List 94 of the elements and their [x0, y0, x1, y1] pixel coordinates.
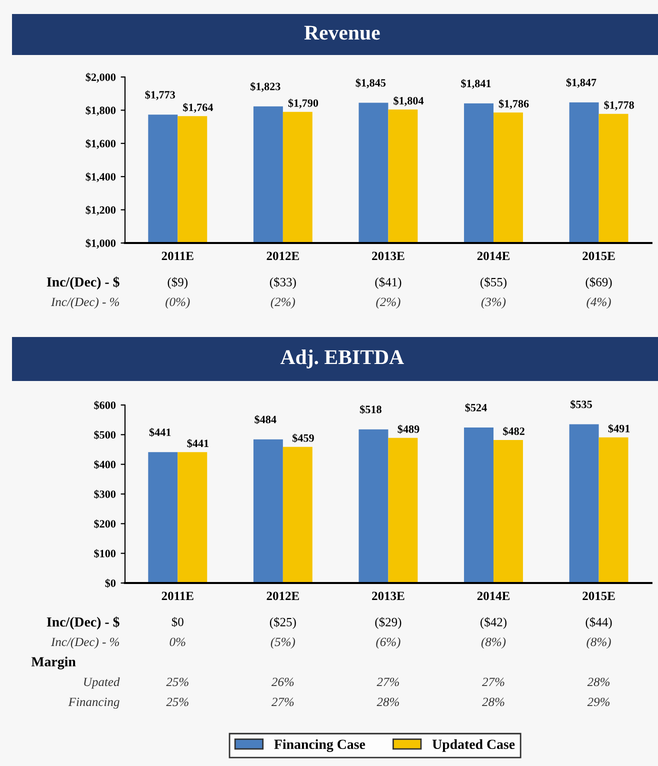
text: Inc/(Dec) - % — [50, 297, 120, 309]
bar — [598, 437, 628, 583]
text: (0%) — [166, 297, 190, 309]
text: Margin — [31, 656, 76, 670]
text: 25% — [166, 678, 188, 686]
data-label: $482 — [503, 426, 524, 436]
chart-title: Revenue — [304, 26, 380, 40]
data-label: $1,790 — [288, 98, 318, 108]
text: (2%) — [376, 297, 400, 309]
text: 27% — [271, 698, 294, 706]
text: 29% — [587, 698, 610, 706]
data-label: $518 — [360, 405, 382, 414]
data-label: $459 — [292, 434, 314, 443]
bar — [493, 440, 523, 583]
data-label: $491 — [608, 424, 630, 434]
text: 28% — [376, 698, 399, 706]
y-tick-label: $100 — [94, 549, 116, 558]
data-label: $1,847 — [566, 78, 596, 88]
text: ($25) — [270, 617, 296, 629]
x-tick-label: 2013E — [372, 252, 404, 260]
text: 27% — [376, 678, 399, 686]
y-tick-label: $2,000 — [86, 72, 116, 83]
text: 25% — [166, 698, 188, 706]
text: ($69) — [586, 277, 612, 289]
x-tick-label: 2014E — [477, 252, 510, 260]
data-label: $1,823 — [250, 82, 280, 92]
data-label: $441 — [149, 428, 171, 437]
text: (5%) — [270, 637, 296, 649]
data-label: $535 — [570, 400, 592, 409]
bar — [282, 446, 312, 583]
text: 28% — [587, 678, 610, 686]
y-tick-label: $0 — [105, 578, 116, 588]
text: 28% — [482, 698, 504, 706]
data-label: $1,778 — [604, 100, 634, 110]
y-tick-label: $500 — [94, 430, 116, 440]
y-tick-label: $200 — [94, 519, 116, 528]
text: ($41) — [375, 277, 402, 289]
legend-label: Updated Case — [432, 739, 515, 752]
x-tick-label: 2014E — [477, 592, 510, 600]
chart-title: Adj. EBITDA — [280, 350, 404, 368]
x-tick-label: 2015E — [582, 252, 615, 260]
x-tick-label: 2012E — [266, 592, 299, 600]
data-label: $484 — [254, 415, 276, 424]
text: (3%) — [481, 297, 506, 309]
data-label: $1,804 — [394, 96, 424, 106]
data-label: $524 — [465, 403, 487, 412]
data-label: $1,764 — [183, 102, 214, 113]
bar — [178, 452, 208, 583]
y-tick-label: $1,000 — [86, 238, 116, 249]
text: (6%) — [376, 637, 400, 649]
y-tick-label: $1,600 — [86, 139, 116, 149]
text: 26% — [271, 678, 294, 686]
text: Financing — [68, 698, 120, 709]
text: (2%) — [270, 297, 296, 309]
x-tick-label: 2011E — [162, 592, 194, 600]
bar — [388, 438, 418, 583]
bar — [464, 428, 494, 583]
text: Inc/(Dec) - $ — [46, 616, 120, 630]
text: ($44) — [586, 617, 612, 629]
x-tick-label: 2013E — [372, 592, 404, 600]
data-label: $1,845 — [356, 78, 386, 88]
y-tick-label: $600 — [94, 400, 116, 410]
bar — [358, 429, 388, 583]
bar — [253, 439, 283, 583]
data-label: $441 — [187, 438, 208, 448]
y-tick-label: $300 — [94, 490, 116, 499]
text: ($55) — [480, 277, 506, 289]
data-label: $1,773 — [145, 90, 176, 100]
text: (8%) — [586, 637, 611, 649]
y-tick-label: $1,400 — [86, 172, 116, 182]
data-label: $1,786 — [498, 99, 529, 110]
x-tick-label: 2012E — [266, 252, 299, 260]
data-label: $1,841 — [461, 79, 491, 89]
text: (8%) — [481, 637, 506, 649]
text: ($42) — [480, 617, 506, 629]
text: $0 — [172, 616, 184, 627]
text: 0% — [170, 638, 186, 646]
text: ($33) — [270, 277, 296, 289]
text: Inc/(Dec) - % — [50, 637, 120, 649]
text: ($29) — [375, 617, 402, 629]
y-tick-label: $1,800 — [86, 106, 116, 116]
data-label: $489 — [398, 424, 420, 434]
y-tick-label: $400 — [94, 460, 116, 470]
x-tick-label: 2015E — [582, 592, 615, 600]
legend-label: Financing Case — [274, 739, 366, 752]
text: 27% — [482, 678, 504, 686]
bar — [148, 452, 178, 583]
text: Inc/(Dec) - $ — [46, 276, 120, 290]
y-tick-label: $1,200 — [86, 206, 116, 216]
text: ($9) — [168, 277, 188, 289]
text: Upated — [84, 677, 120, 689]
x-tick-label: 2011E — [162, 252, 194, 260]
text: (4%) — [586, 297, 611, 309]
bar — [569, 424, 599, 583]
